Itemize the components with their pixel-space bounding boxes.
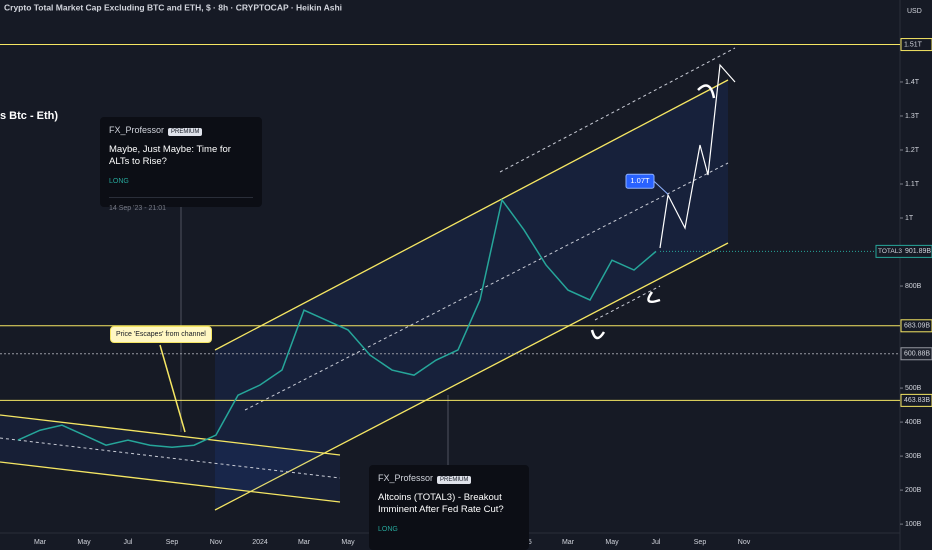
callout-pointer [159,344,186,433]
target-pointer [653,180,669,195]
channel-line [0,461,341,503]
price-line [17,198,657,449]
price-tag [900,393,932,407]
symbol-label: TOTAL3 [878,248,902,255]
idea-title: Altcoins (TOTAL3) - Breakout Imminent Af… [378,492,504,515]
channel-line [214,79,729,351]
channel-extension [499,47,736,173]
y-tick-label: 1.4T [905,79,920,86]
x-tick-label: Nov [738,539,751,546]
price-tag [900,347,932,361]
y-tick-label: 500B [905,385,922,392]
y-tick-label: 1T [905,215,914,222]
target-label: 1.07T [630,176,650,185]
y-tick-label: 800B [905,283,922,290]
chart-title: Crypto Total Market Cap Excluding BTC an… [4,2,342,12]
channel-extension [594,285,661,321]
y-tick-label: 200B [905,487,922,494]
currency: USD [907,8,922,15]
last-price-label: 901.89B [905,248,931,255]
idea-card[interactable]: FX_Professor PREMIUM Maybe, Just Maybe: T… [100,117,262,212]
x-tick-label: May [605,539,619,546]
forecast-arrow [697,84,716,99]
author: FX_Professor [109,125,165,135]
price-tag [900,38,932,52]
channel-line [0,414,341,456]
x-tick-label: 2024 [252,539,268,546]
channel-mid [244,162,729,411]
idea-date: 14 Sep '23 - 21:01 [109,197,253,212]
x-tick-label: May [77,539,91,546]
symbol-tag [875,244,932,258]
side-title: s Btc - Eth) [0,110,58,122]
y-tick-label: 1.2T [905,147,920,154]
channel-fill [215,80,728,510]
price-tag-label: 463.83B [904,397,930,404]
y-tick-label: 300B [905,453,922,460]
callout: Price 'Escapes' from channel [110,326,212,343]
y-tick-label: 400B [905,419,922,426]
y-tick-label: 100B [905,521,922,528]
price-tag-label: 683.09B [904,323,930,330]
y-tick-label: 1.3T [905,113,920,120]
price-axis [900,0,932,550]
x-tick-label: Jul [652,539,661,546]
channel-line [214,242,729,511]
x-tick-label: Nov [210,539,223,546]
y-tick-label: 1.1T [905,181,920,188]
idea-card[interactable]: FX_Professor PREMIUM Altcoins (TOTAL3) - … [369,465,529,550]
idea-tag: LONG [378,526,398,533]
idea-title: Maybe, Just Maybe: Time for ALTs to Rise… [109,144,231,167]
x-tick-label: Sep [166,539,179,546]
x-tick-label: May [341,539,355,546]
price-tag [900,319,932,333]
idea-tag: LONG [109,178,129,185]
bounce-arrow [647,291,661,303]
channel-fill [0,415,340,502]
author: FX_Professor [378,473,434,483]
price-tag-label: 1.51T [904,41,923,48]
forecast-path [659,63,736,249]
x-tick-label: Mar [34,539,47,546]
x-tick-label: Mar [298,539,311,546]
price-tag-label: 600.88B [904,351,930,358]
badge: PREMIUM [437,476,472,484]
x-tick-label: Sep [694,539,707,546]
x-tick-label: Mar [562,539,575,546]
badge: PREMIUM [168,128,203,136]
x-tick-label: Jul [124,539,133,546]
bounce-arrow [590,329,606,340]
